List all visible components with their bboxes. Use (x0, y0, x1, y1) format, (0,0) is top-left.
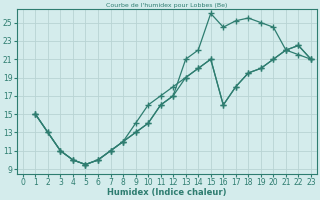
Title: Courbe de l'humidex pour Lobbes (Be): Courbe de l'humidex pour Lobbes (Be) (106, 3, 228, 8)
X-axis label: Humidex (Indice chaleur): Humidex (Indice chaleur) (107, 188, 227, 197)
